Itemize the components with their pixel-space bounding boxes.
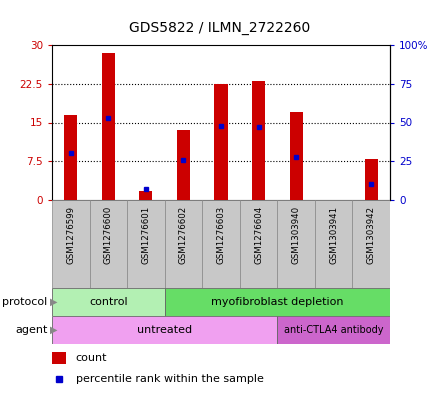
Text: protocol: protocol [2, 297, 48, 307]
Bar [52, 200, 90, 288]
Bar [165, 200, 202, 288]
Bar [277, 316, 390, 344]
Bar [252, 81, 265, 200]
Text: GSM1303940: GSM1303940 [292, 206, 301, 264]
Bar [52, 352, 66, 364]
Text: agent: agent [15, 325, 48, 335]
Text: control: control [89, 297, 128, 307]
Text: myofibroblast depletion: myofibroblast depletion [211, 297, 344, 307]
Text: GSM1276604: GSM1276604 [254, 206, 263, 264]
Text: GSM1276603: GSM1276603 [216, 206, 225, 264]
Text: untreated: untreated [137, 325, 192, 335]
Bar [277, 200, 315, 288]
Bar [52, 288, 165, 316]
Bar [202, 200, 240, 288]
Text: GSM1303942: GSM1303942 [367, 206, 376, 264]
Text: GSM1276599: GSM1276599 [66, 206, 75, 264]
Bar [214, 84, 227, 200]
Bar [165, 288, 390, 316]
Text: GDS5822 / ILMN_2722260: GDS5822 / ILMN_2722260 [129, 21, 311, 35]
Bar [102, 53, 115, 200]
Bar [64, 115, 77, 200]
Text: GSM1276601: GSM1276601 [141, 206, 150, 264]
Bar [127, 200, 165, 288]
Bar [290, 112, 303, 200]
Text: GSM1303941: GSM1303941 [329, 206, 338, 264]
Text: anti-CTLA4 antibody: anti-CTLA4 antibody [284, 325, 383, 335]
Bar [352, 200, 390, 288]
Text: ▶: ▶ [50, 325, 57, 335]
Text: percentile rank within the sample: percentile rank within the sample [76, 373, 264, 384]
Bar [52, 316, 277, 344]
Bar [90, 200, 127, 288]
Bar [240, 200, 277, 288]
Bar [315, 200, 352, 288]
Bar [365, 159, 378, 200]
Text: count: count [76, 353, 107, 363]
Bar [139, 191, 153, 200]
Text: GSM1276600: GSM1276600 [104, 206, 113, 264]
Bar [177, 130, 190, 200]
Text: ▶: ▶ [50, 297, 57, 307]
Text: GSM1276602: GSM1276602 [179, 206, 188, 264]
